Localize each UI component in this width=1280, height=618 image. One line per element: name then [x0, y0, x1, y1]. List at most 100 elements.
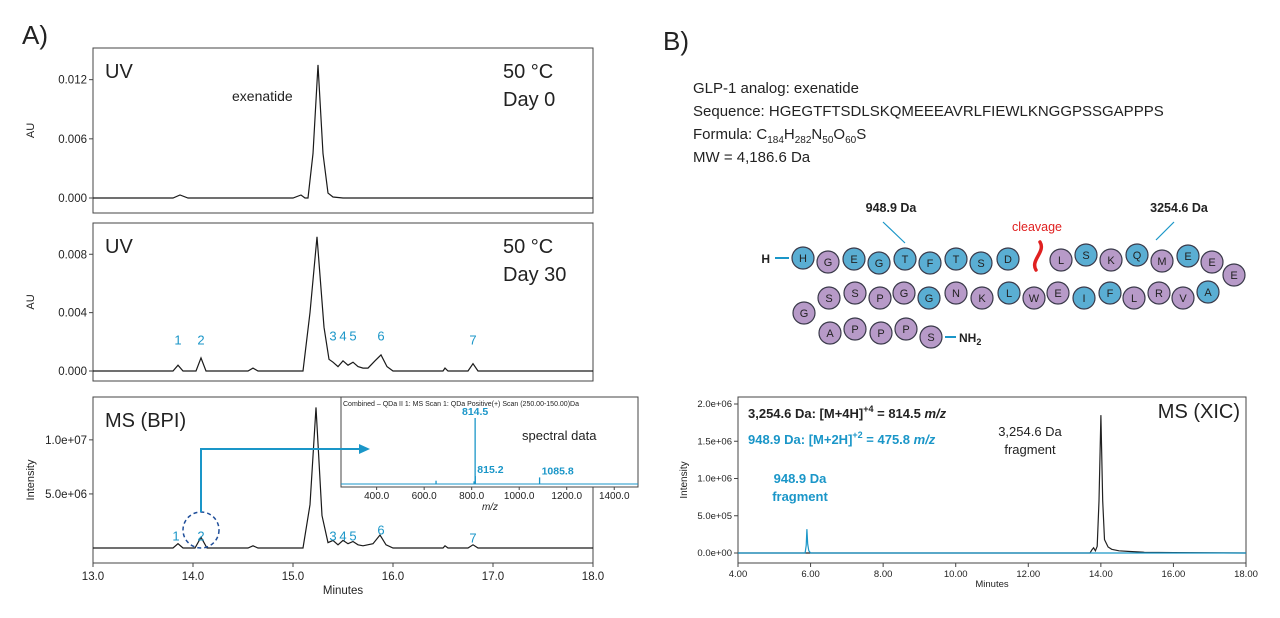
- residue-letter: A: [826, 328, 834, 340]
- residue-letter: H: [799, 253, 807, 265]
- y-tick-label: 0.008: [58, 249, 87, 261]
- residue-g: G: [917, 286, 941, 310]
- residue-bead: [1074, 243, 1098, 267]
- x-tick-label: 15.0: [282, 571, 304, 583]
- residue-bead: [969, 251, 993, 275]
- y-tick-label: 0.000: [58, 366, 87, 378]
- residue-letter: P: [877, 328, 884, 340]
- residue-letter: S: [977, 258, 984, 270]
- x-tick-label: 18.0: [582, 571, 604, 583]
- plot-frame: [737, 396, 1247, 564]
- residue-e: E: [842, 247, 866, 271]
- residue-p: P: [894, 317, 918, 341]
- peak-annotation: 948.9 Da: [774, 471, 828, 486]
- x-tick-label: 16.00: [1162, 569, 1186, 580]
- y-tick-label: 0.0e+00: [697, 548, 732, 559]
- residue-bead: [1222, 263, 1246, 287]
- peak-annotation: fragment: [1004, 442, 1056, 457]
- spectrum-peak-label: 1085.8: [542, 465, 574, 477]
- residue-l: L: [1049, 248, 1073, 272]
- residue-letter: G: [800, 308, 809, 320]
- residue-letter: D: [1004, 254, 1012, 266]
- residue-letter: P: [876, 293, 883, 305]
- residue-bead: [1147, 281, 1171, 305]
- residue-s: S: [1074, 243, 1098, 267]
- cleavage-mark: [1032, 240, 1044, 272]
- plot-frame: [92, 222, 594, 382]
- fragment-right-label: 3254.6 Da: [1150, 201, 1209, 215]
- residue-letter: S: [1082, 250, 1089, 262]
- callout-arrow-line: [200, 448, 362, 512]
- residue-e: E: [1176, 244, 1200, 268]
- inset-annotation: spectral data: [522, 428, 597, 443]
- residue-bead: [818, 321, 842, 345]
- residue-bead: [1072, 286, 1096, 310]
- peak-label: 7: [469, 333, 476, 348]
- chart-uv_day30: AU 0.000 0.004 0.008 UV 50 °C Day 30 1 2 3 4 5 6 7: [25, 222, 594, 382]
- residue-bead: [918, 251, 942, 275]
- y-tick-label: 1.0e+06: [697, 474, 732, 485]
- residue-letter: V: [1179, 293, 1187, 305]
- y-tick-label: 0.012: [58, 75, 87, 87]
- residue-l: L: [1122, 286, 1146, 310]
- peak-label: 3: [329, 528, 336, 543]
- y-tick-label: 1.0e+07: [45, 435, 87, 447]
- residue-bead: [1049, 248, 1073, 272]
- residue-bead: [1171, 286, 1195, 310]
- peptide-diagram: H NH2 H G E G T F T S D L S K Q M E E E A V R L F I E W L K N G G P S S G A P…: [761, 201, 1246, 349]
- x-tick-label: 12.00: [1016, 569, 1040, 580]
- residue-bead: [970, 286, 994, 310]
- residue-a: A: [1196, 280, 1220, 304]
- residue-g: G: [792, 301, 816, 325]
- residue-bead: [1125, 243, 1149, 267]
- residue-bead: [919, 325, 943, 349]
- residue-letter: R: [1155, 288, 1163, 300]
- plot-frame: [92, 47, 594, 214]
- legend-entry: 3,254.6 Da: [M+4H]+4 = 814.5 m/z: [748, 404, 947, 421]
- inset-x-tick-label: 600.0: [412, 491, 437, 502]
- residue-letter: S: [851, 288, 858, 300]
- residue-letter: L: [1006, 288, 1012, 300]
- y-tick-label: 5.0e+05: [697, 511, 732, 522]
- residue-bead: [1176, 244, 1200, 268]
- residue-m: M: [1150, 249, 1174, 273]
- residue-letter: N: [952, 288, 960, 300]
- y-tick-label: 0.000: [58, 193, 87, 205]
- residue-s: S: [843, 281, 867, 305]
- residue-letter: S: [927, 332, 934, 344]
- residue-letter: E: [1184, 251, 1191, 263]
- chart-uv_day0: AU 0.000 0.006 0.012 UV 50 °C Day 0 exenatide: [25, 47, 594, 214]
- residue-bead: [996, 247, 1020, 271]
- peptide-formula: Formula: C184H282N50O60S: [693, 126, 867, 146]
- residue-letter: A: [1204, 287, 1212, 299]
- residue-g: G: [892, 281, 916, 305]
- fragment-left-leader: [882, 221, 906, 244]
- peak-label: 6: [377, 328, 384, 343]
- residue-bead: [816, 250, 840, 274]
- peptide-mw: MW = 4,186.6 Da: [693, 149, 811, 166]
- residue-bead: [843, 281, 867, 305]
- residue-v: V: [1171, 286, 1195, 310]
- residue-bead: [997, 281, 1021, 305]
- residue-e: E: [1222, 263, 1246, 287]
- residue-letter: T: [902, 254, 909, 266]
- peak-annotation: exenatide: [232, 88, 293, 104]
- residue-p: P: [869, 321, 893, 345]
- peptide-sequence: Sequence: HGEGTFTSDLSKQMEEEAVRLFIEWLKNGG…: [693, 103, 1164, 120]
- residue-s: S: [919, 325, 943, 349]
- residue-letter: T: [953, 254, 960, 266]
- peak-label: 6: [377, 522, 384, 537]
- residue-bead: [892, 281, 916, 305]
- residue-bead: [944, 247, 968, 271]
- n-terminus: H: [761, 252, 770, 266]
- residue-g: G: [816, 250, 840, 274]
- residue-letter: F: [927, 258, 934, 270]
- residue-letter: E: [1054, 288, 1061, 300]
- residue-bead: [893, 247, 917, 271]
- trace-line: [93, 64, 593, 199]
- callout-arrow-head: [359, 444, 370, 454]
- cleavage-label: cleavage: [1012, 220, 1062, 234]
- residue-letter: L: [1131, 293, 1137, 305]
- residue-letter: G: [900, 288, 909, 300]
